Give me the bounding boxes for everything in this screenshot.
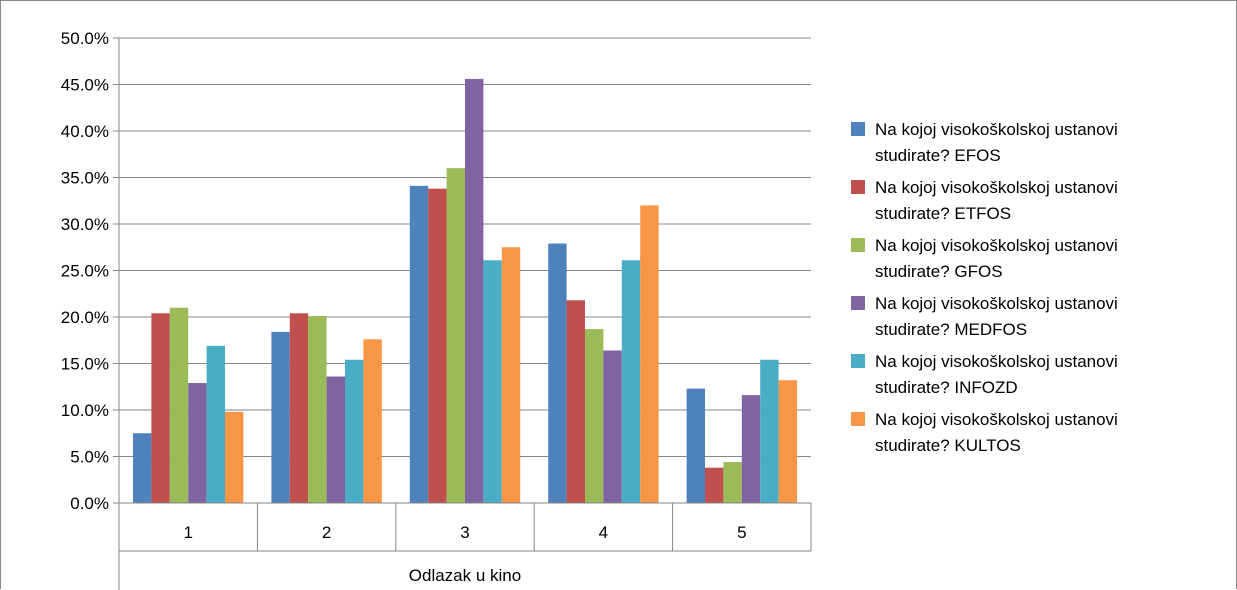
bar <box>566 300 585 503</box>
legend-label: Na kojoj visokoškolskoj ustanovi studirat… <box>875 352 1118 397</box>
bar <box>603 350 622 503</box>
bar <box>723 462 742 503</box>
bar <box>760 359 779 503</box>
bar <box>188 383 207 503</box>
bars <box>133 78 797 504</box>
bar <box>465 78 484 504</box>
legend-swatch <box>851 296 865 310</box>
y-tick-label: 10.0% <box>61 401 109 420</box>
y-tick-label: 25.0% <box>61 262 109 281</box>
bar <box>778 380 797 503</box>
bar <box>206 345 225 503</box>
legend-label: Na kojoj visokoškolskoj ustanovi studirat… <box>875 120 1118 165</box>
bar <box>409 185 429 503</box>
y-tick-label: 30.0% <box>61 215 109 234</box>
bar <box>271 331 290 503</box>
legend-label: Na kojoj visokoškolskoj ustanovi studirat… <box>875 236 1118 281</box>
x-tick-label: 1 <box>183 523 192 542</box>
bar <box>363 339 382 503</box>
bar <box>483 260 502 503</box>
y-tick-label: 50.0% <box>61 29 109 48</box>
legend-swatch <box>851 238 865 252</box>
x-tick-label: 5 <box>737 523 746 542</box>
y-tick-label: 45.0% <box>61 76 109 95</box>
legend-swatch <box>851 122 865 136</box>
bar <box>308 316 327 503</box>
bar <box>446 168 465 503</box>
y-tick-label: 0.0% <box>70 494 109 513</box>
bar <box>705 467 724 503</box>
y-tick-label: 35.0% <box>61 169 109 188</box>
legend: Na kojoj visokoškolskoj ustanovi studirat… <box>851 120 1118 455</box>
x-tick-label: 4 <box>599 523 608 542</box>
y-tick-label: 5.0% <box>70 448 109 467</box>
bar <box>585 329 604 503</box>
bar <box>326 376 345 503</box>
bar <box>741 395 761 503</box>
legend-label: Na kojoj visokoškolskoj ustanovi studirat… <box>875 178 1118 223</box>
legend-label: Na kojoj visokoškolskoj ustanovi studirat… <box>875 294 1118 339</box>
bar <box>428 188 447 503</box>
bar <box>169 307 189 503</box>
axes <box>113 37 812 590</box>
bar <box>345 359 364 503</box>
bar <box>133 433 152 503</box>
y-tick-label: 40.0% <box>61 122 109 141</box>
bar <box>640 205 659 503</box>
bar <box>686 388 705 503</box>
x-tick-label: 2 <box>322 523 331 542</box>
legend-swatch <box>851 412 865 426</box>
bar <box>225 411 244 503</box>
x-tick-label: 3 <box>460 523 469 542</box>
y-tick-label: 20.0% <box>61 308 109 327</box>
legend-swatch <box>851 354 865 368</box>
bar <box>151 313 170 503</box>
legend-label: Na kojoj visokoškolskoj ustanovi studirat… <box>875 410 1118 455</box>
x-axis-title: Odlazak u kino <box>409 566 521 585</box>
bar <box>501 247 521 503</box>
bar <box>548 243 567 503</box>
y-tick-labels: 0.0% 5.0% 10.0% 15.0% 20.0% 25.0% 30.0% 35.0% 40… <box>61 29 109 513</box>
bar <box>289 313 309 503</box>
x-tick-labels: 1 2 3 4 5 <box>183 523 746 542</box>
legend-swatch <box>851 180 865 194</box>
y-tick-label: 15.0% <box>61 355 109 374</box>
bar <box>621 260 641 503</box>
